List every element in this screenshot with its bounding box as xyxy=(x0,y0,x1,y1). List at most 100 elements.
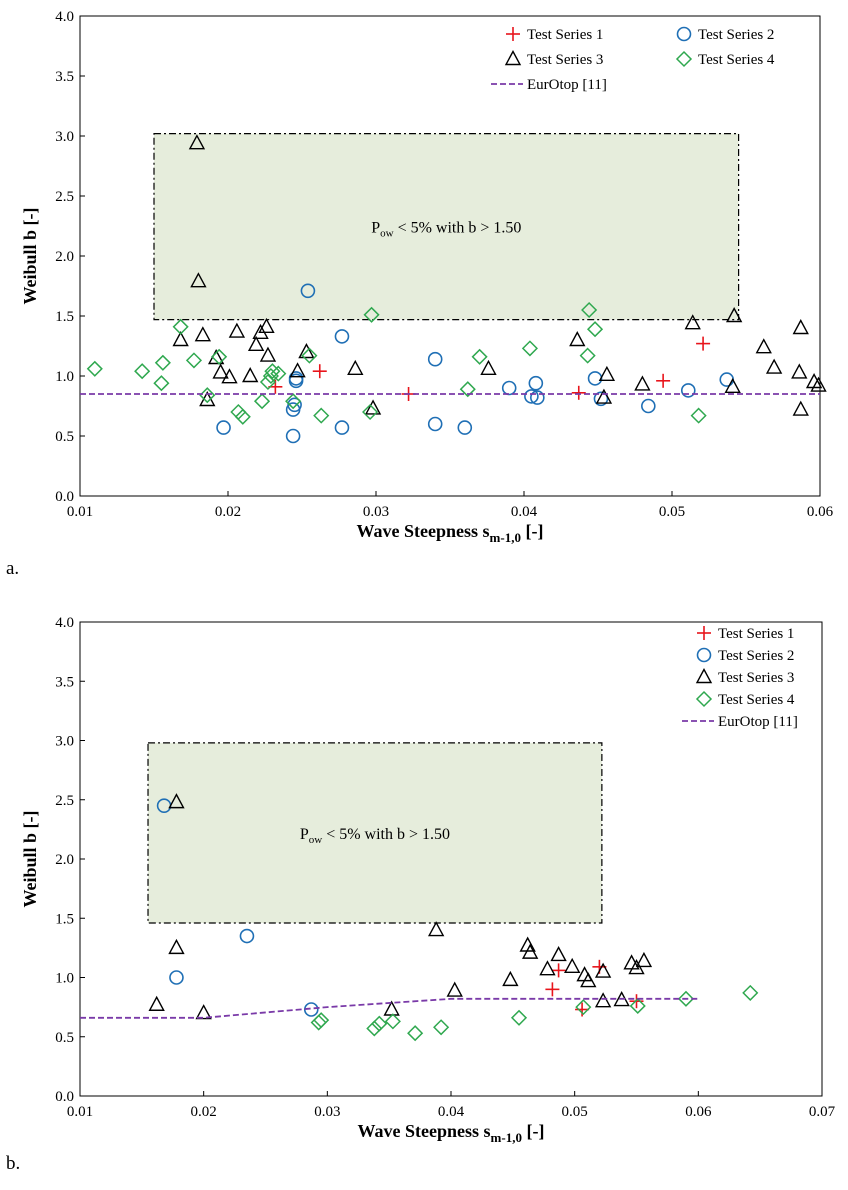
chart-a-series-3-point xyxy=(480,359,497,375)
chart-b-series-3-point xyxy=(594,962,612,978)
chart-a-xtick-label: 0.03 xyxy=(363,504,389,520)
chart-a-series-4-point xyxy=(270,365,287,382)
chart-b-series-1-point xyxy=(551,963,566,978)
chart-a-legend-series-4-label: Test Series 4 xyxy=(698,52,775,68)
chart-a-ytick-label: 1.0 xyxy=(55,369,74,385)
chart-b-ytick-label: 3.5 xyxy=(55,674,74,690)
chart-b-series-4-point xyxy=(313,1012,330,1029)
chart-a-xtick-label: 0.05 xyxy=(659,504,685,520)
chart-a-series-3-point xyxy=(188,134,206,150)
chart-b-legend-series-4-swatch xyxy=(695,690,713,708)
chart-a-series-3-point xyxy=(792,319,809,335)
chart-a-series-2-point xyxy=(287,397,302,413)
chart-b-legend-series-3-label: Test Series 3 xyxy=(718,670,794,686)
chart-b-ytick-label: 0.5 xyxy=(55,1030,74,1046)
chart-a-series-3-point xyxy=(228,322,246,338)
chart-b-series-3-point xyxy=(148,995,165,1011)
chart-b-series-3-point xyxy=(564,957,581,974)
chart-a-series-4-point xyxy=(301,347,318,364)
chart-a-series-4-point xyxy=(363,306,380,323)
chart-a-legend-series-3-label: Test Series 3 xyxy=(527,52,603,68)
chart-b-legend-series-4-label: Test Series 4 xyxy=(718,692,795,708)
chart-a-legend-series-1-label: Test Series 1 xyxy=(527,27,603,43)
chart-b-series-3-point xyxy=(195,1004,212,1020)
chart-a-y-axis-label: Weibull b [-] xyxy=(20,207,40,304)
chart-b-ytick-label: 0.0 xyxy=(55,1089,74,1105)
chart-a-region-box xyxy=(153,133,740,321)
chart-a-series-2-point xyxy=(524,389,539,404)
chart-a-series-3-point xyxy=(569,331,586,347)
chart-a-xtick-label: 0.02 xyxy=(215,504,241,520)
chart-a-series-2-point xyxy=(427,416,443,432)
chart-a-series-3-point xyxy=(684,314,701,330)
chart-a-series-2-point xyxy=(719,372,735,387)
chart-a-ytick-label: 0.0 xyxy=(55,489,74,505)
chart-b-series-3-point xyxy=(550,946,567,962)
chart-a-series-3-point xyxy=(259,346,277,362)
chart-b-series-3-point xyxy=(635,951,653,968)
chart-a-series-2-point xyxy=(641,398,656,414)
chart-a-series-4-point xyxy=(86,360,103,377)
chart-a-series-4-point xyxy=(586,321,604,338)
chart-b-series-3-point xyxy=(168,938,185,955)
chart-a-ytick-label: 3.0 xyxy=(55,129,74,145)
chart-b-series-4-point xyxy=(310,1014,327,1031)
chart-a-series-3-point xyxy=(221,368,238,384)
chart-a-series-3-point xyxy=(347,359,364,375)
chart-a-series-4-point xyxy=(234,408,251,425)
chart-b-ytick-label: 3.0 xyxy=(55,734,74,750)
chart-a-series-2-point xyxy=(587,371,603,386)
chart-a-series-4-point xyxy=(259,373,277,391)
chart-a-series-3-point xyxy=(212,363,229,379)
chart-b-series-1-point xyxy=(575,1002,590,1017)
chart-a-legend-series-1-swatch xyxy=(506,27,520,41)
chart-a-series-1-point xyxy=(571,385,586,400)
chart-a-series-3-point xyxy=(258,317,275,333)
chart-b-series-4-point xyxy=(575,999,592,1016)
chart-a-series-3-point xyxy=(172,331,189,347)
chart-a-series-1-point xyxy=(696,336,711,351)
chart-a-series-3-point xyxy=(765,358,783,374)
chart-b-legend-series-1-label: Test Series 1 xyxy=(718,626,794,642)
chart-a-series-4-point xyxy=(230,403,247,421)
chart-a-xtick-label: 0.04 xyxy=(511,504,538,520)
chart-b-legend-series-1-swatch xyxy=(697,626,711,640)
chart-a-series-4-point xyxy=(253,393,271,410)
chart-b-xtick-label: 0.03 xyxy=(314,1104,340,1120)
chart-a-series-3-point xyxy=(634,375,651,391)
chart-a-svg: Pow < 5% with b > 1.50 0.0 0.5 1.0 1.5 2.0 2.5… xyxy=(20,9,834,545)
chart-b-series-3-point xyxy=(594,992,612,1008)
chart-b-xtick-label: 0.02 xyxy=(191,1104,217,1120)
chart-b-series-4-point xyxy=(371,1015,388,1032)
chart-b-legend-series-3-swatch xyxy=(695,668,713,684)
chart-a-ytick-label: 2.5 xyxy=(55,189,74,205)
chart-b-series-4-point xyxy=(407,1025,424,1042)
chart-a-series-4-point xyxy=(262,367,279,385)
chart-b-series-4-point xyxy=(742,984,759,1001)
chart-a-series-2-point xyxy=(593,391,609,407)
chart-a-series-3-point xyxy=(792,400,809,416)
chart-a-legend-series-4-swatch xyxy=(675,50,693,68)
chart-b-series-3-point xyxy=(502,970,519,987)
chart-a-series-4-point xyxy=(153,375,170,392)
chart-a-series-4-point xyxy=(154,354,171,371)
chart-b-xtick-label: 0.07 xyxy=(809,1104,836,1120)
chart-a-series-4-point xyxy=(172,318,189,335)
chart-panel-b: Pow < 5% with b > 1.50 0.0 0.5 1.0 1.5 2.0 2.5… xyxy=(0,595,848,1190)
chart-a-ytick-label: 3.5 xyxy=(55,69,74,85)
chart-a-series-3-point xyxy=(190,272,207,288)
chart-a-series-3-point xyxy=(595,388,613,404)
chart-a-series-3-point xyxy=(724,377,741,393)
chart-a-legend-series-2-swatch xyxy=(676,26,692,42)
chart-b-series-2-point xyxy=(239,928,255,944)
chart-a-series-2-point xyxy=(216,420,231,435)
chart-a-series-4-point xyxy=(199,387,216,404)
chart-a-series-4-point xyxy=(313,407,330,424)
chart-a-ytick-label: 0.5 xyxy=(55,429,74,445)
panel-label-b: b. xyxy=(6,1153,21,1174)
chart-a-series-4-point xyxy=(362,403,379,421)
chart-a-series-3-point xyxy=(289,362,306,378)
chart-a-series-3-point xyxy=(791,363,808,379)
chart-b-series-3-point xyxy=(168,793,185,809)
chart-b-series-3-point xyxy=(446,981,463,997)
